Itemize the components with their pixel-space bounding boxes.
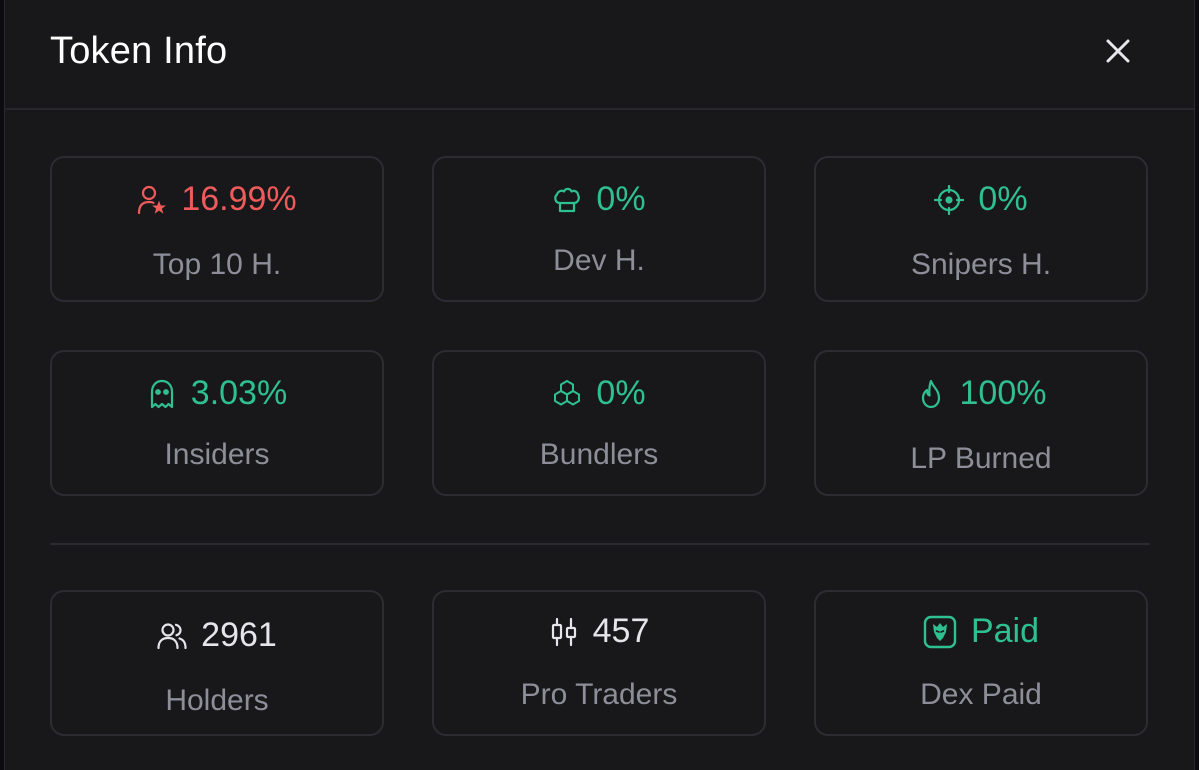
holders-value: 2961 [201,616,277,654]
candlestick-icon [549,617,579,647]
chef-hat-icon [552,185,582,215]
user-star-icon [137,185,167,215]
insiders-value: 3.03% [190,374,288,412]
stat-card-holders: 2961 Holders [50,590,384,736]
section-divider [50,543,1150,545]
stat-card-top10: 16.99% Top 10 H. [50,156,384,302]
bundlers-value: 0% [596,374,646,412]
top10-label: Top 10 H. [152,248,282,281]
insiders-label: Insiders [164,438,270,471]
token-info-panel: Token Info 16.99% Top 10 H. [4,0,1195,770]
crosshair-icon [934,184,965,215]
dex-badge-icon [923,615,957,649]
stat-card-dex-paid: Paid Dex Paid [814,590,1148,736]
dex-paid-label: Dex Paid [920,678,1042,711]
snipers-label: Snipers H. [910,248,1052,281]
stat-card-snipers: 0% Snipers H. [814,156,1148,302]
lp-burned-label: LP Burned [910,442,1052,475]
pro-traders-value: 457 [592,612,650,650]
users-icon [157,621,187,651]
dev-label: Dev H. [553,244,645,277]
boxes-icon [552,379,582,409]
stat-card-bundlers: 0% Bundlers [432,350,766,496]
pro-traders-label: Pro Traders [520,678,678,711]
stat-card-lp-burned: 100% LP Burned [814,350,1148,496]
top10-value: 16.99% [181,180,297,218]
dex-paid-value: Paid [970,612,1040,650]
bundlers-label: Bundlers [539,438,659,471]
panel-header: Token Info [5,0,1194,110]
close-icon[interactable] [1098,31,1138,71]
lp-burned-value: 100% [959,374,1047,412]
stat-card-pro-traders: 457 Pro Traders [432,590,766,736]
panel-title: Token Info [50,30,228,72]
stat-card-insiders: 3.03% Insiders [50,350,384,496]
dev-value: 0% [596,180,646,218]
stat-card-dev: 0% Dev H. [432,156,766,302]
flame-icon [916,379,946,409]
holders-label: Holders [165,684,269,717]
snipers-value: 0% [978,180,1028,218]
ghost-icon [147,379,177,409]
